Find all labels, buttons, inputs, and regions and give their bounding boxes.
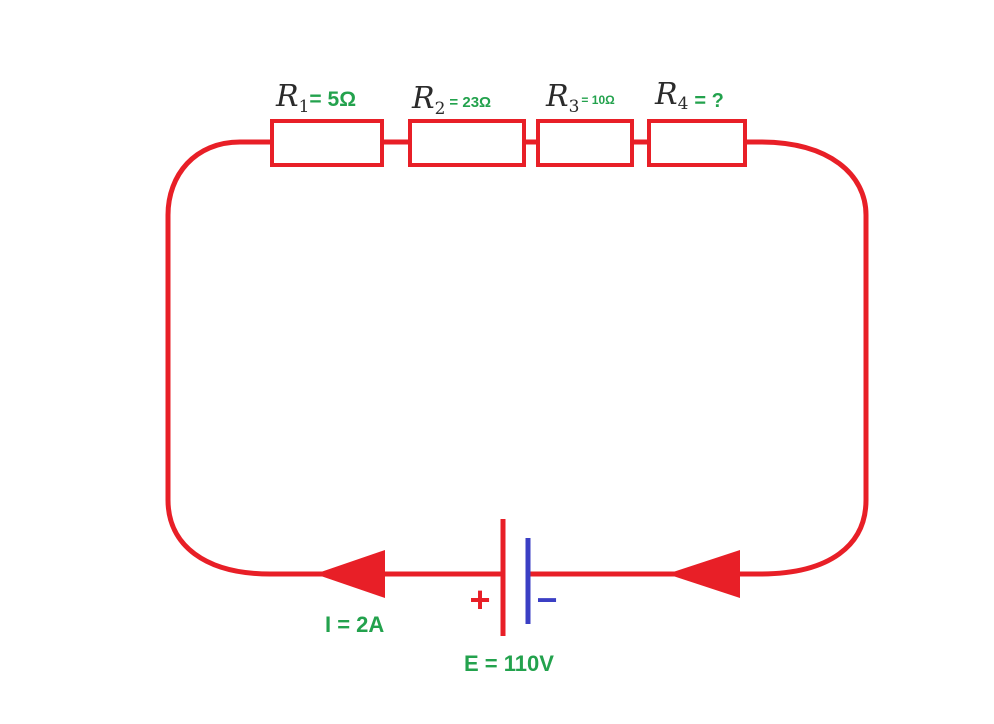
resistor-label-r4: R4 = ?	[654, 77, 724, 114]
resistor-label-r2: R2 = 23Ω	[411, 81, 491, 119]
battery	[500, 519, 531, 636]
wire-right	[527, 139, 869, 577]
wire-loop	[165, 139, 869, 577]
current-label: I = 2A	[325, 612, 384, 637]
current-arrow-right	[667, 550, 740, 598]
battery-negative-sign: −	[536, 579, 557, 620]
wire-left-top	[165, 139, 503, 577]
resistor-r4	[647, 119, 747, 167]
resistor-label-r1: R1= 5Ω	[275, 79, 356, 117]
resistor-r1	[270, 119, 384, 167]
resistor-r3	[536, 119, 634, 167]
emf-label: E = 110V	[464, 651, 554, 676]
resistor-label-r3: R3 = 10Ω	[545, 79, 615, 117]
resistors	[270, 119, 747, 167]
current-arrow-left	[315, 550, 385, 598]
battery-positive-sign: +	[469, 579, 490, 620]
resistor-r2	[408, 119, 526, 167]
